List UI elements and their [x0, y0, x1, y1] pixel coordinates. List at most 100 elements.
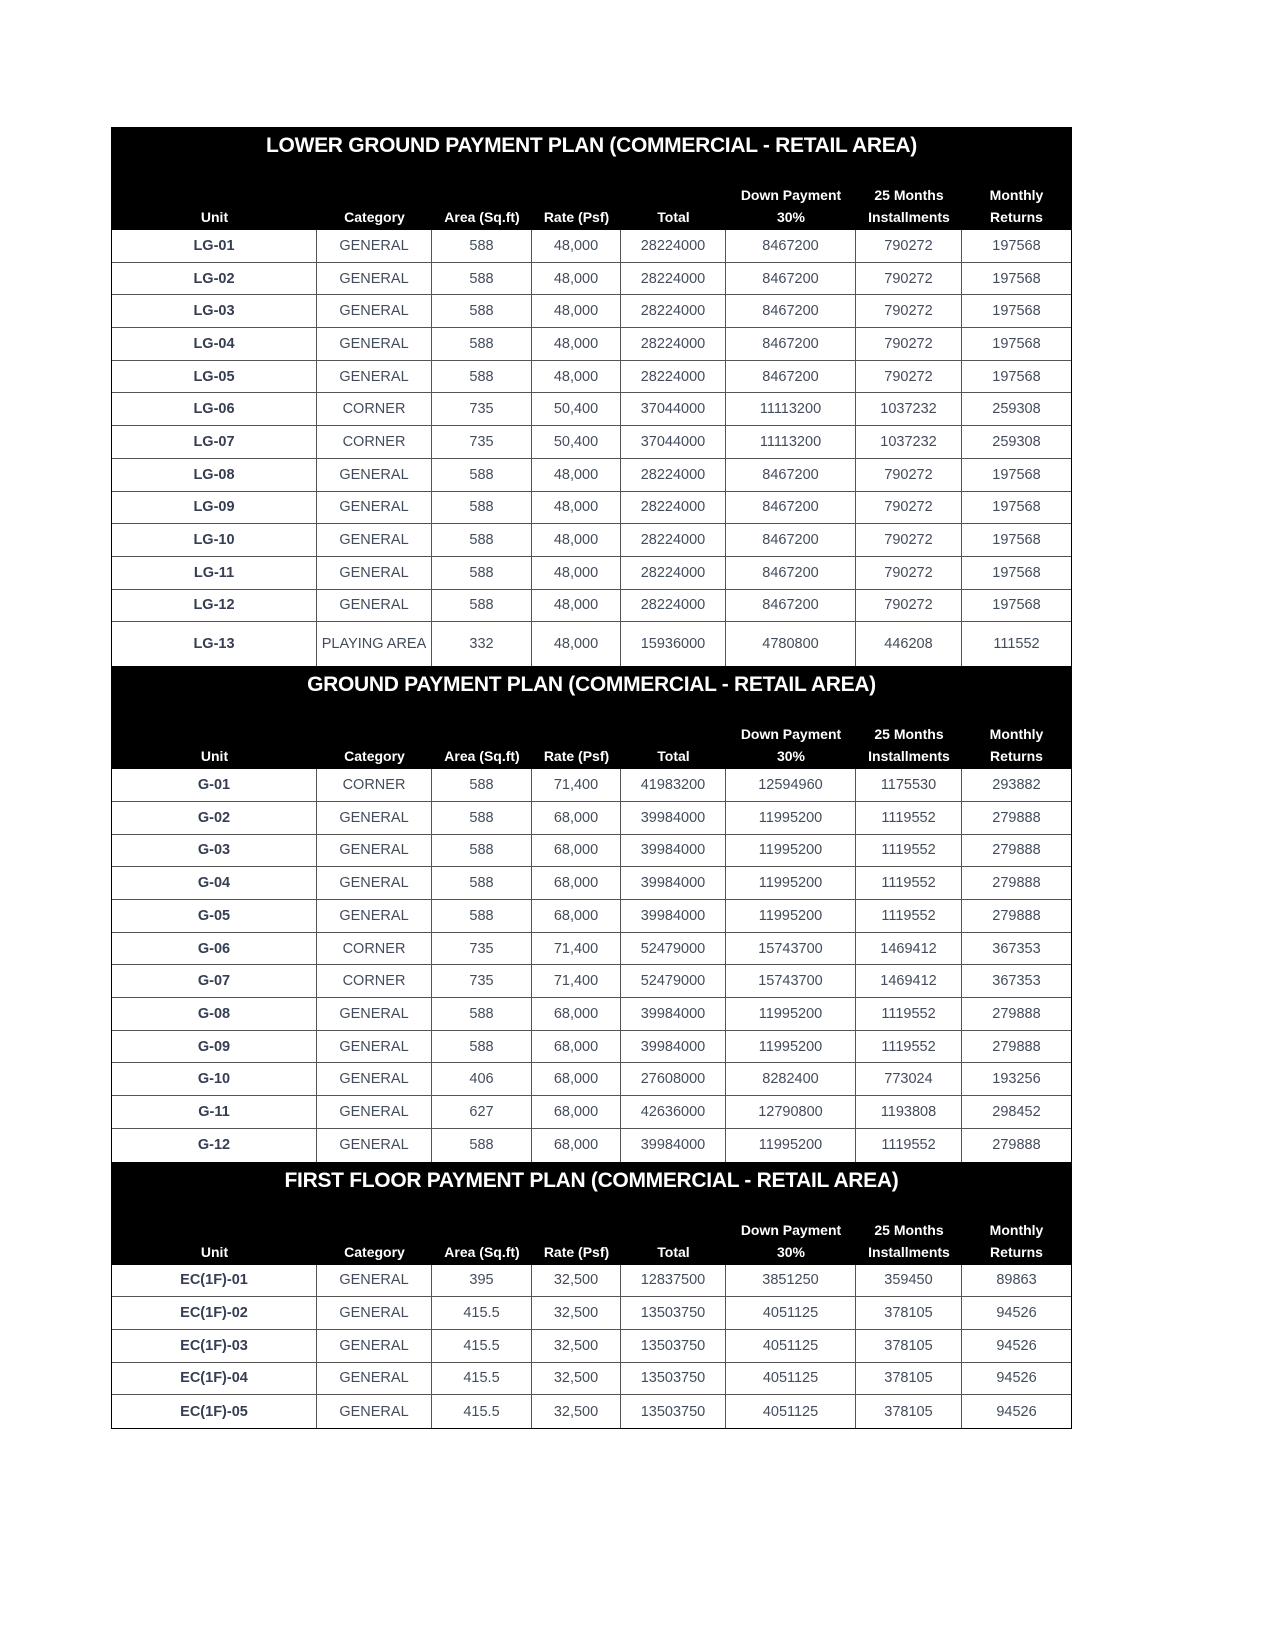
cell-total: 39984000	[621, 867, 726, 899]
section-title: FIRST FLOOR PAYMENT PLAN (COMMERCIAL - R…	[284, 1168, 899, 1192]
cell-rate: 68,000	[532, 1128, 621, 1162]
cell-unit: LG-12	[112, 589, 317, 622]
table-row: LG-01 GENERAL 588 48,000 28224000 8467200 7902…	[112, 230, 1071, 263]
cell-rate: 68,000	[532, 1063, 621, 1096]
table-body: LG-01 GENERAL 588 48,000 28224000 8467200 7902…	[112, 230, 1071, 667]
cell-down-payment: 8467200	[726, 328, 856, 360]
cell-unit: EC(1F)-04	[112, 1362, 317, 1395]
table-row: LG-10 GENERAL 588 48,000 28224000 8467200 7902…	[112, 524, 1071, 557]
cell-category: CORNER	[317, 393, 432, 426]
table-body: EC(1F)-01 GENERAL 395 32,500 12837500 3851250…	[112, 1264, 1071, 1428]
cell-total: 39984000	[621, 900, 726, 932]
cell-unit: EC(1F)-02	[112, 1297, 317, 1329]
table-row: EC(1F)-01 GENERAL 395 32,500 12837500 3851250…	[112, 1264, 1071, 1298]
cell-unit: LG-01	[112, 230, 317, 262]
cell-monthly-returns: 279888	[992, 1038, 1041, 1055]
cell-rate: 48,000	[532, 491, 621, 524]
cell-unit: LG-04	[112, 328, 317, 360]
cell-area: 588	[432, 230, 532, 262]
cell-down-payment: 11995200	[726, 900, 856, 932]
cell-down-payment: 8467200	[726, 491, 856, 524]
cell-category: GENERAL	[317, 1329, 432, 1362]
cell-area: 415.5	[432, 1395, 532, 1428]
cell-category: GENERAL	[317, 1128, 432, 1162]
cell-installments: 790272	[856, 491, 962, 524]
cell-area: 588	[432, 1030, 532, 1063]
cell-rate: 48,000	[532, 295, 621, 328]
cell-unit: G-09	[112, 1030, 317, 1063]
cell-monthly-returns: 293882	[992, 777, 1041, 794]
cell-unit: LG-06	[112, 393, 317, 426]
cell-unit: LG-07	[112, 426, 317, 458]
cell-area: 588	[432, 900, 532, 932]
cell-installments: 378105	[856, 1329, 962, 1362]
table-row: G-02 GENERAL 588 68,000 39984000 11995200 1119…	[112, 801, 1071, 835]
cell-category: GENERAL	[317, 900, 432, 932]
cell-area: 588	[432, 458, 532, 491]
cell-total: 42636000	[621, 1096, 726, 1128]
cell-installments: 790272	[856, 295, 962, 328]
cell-installments: 790272	[856, 328, 962, 360]
cell-installments: 378105	[856, 1297, 962, 1329]
cell-area: 588	[432, 360, 532, 393]
cell-category: CORNER	[317, 965, 432, 998]
cell-installments: 378105	[856, 1362, 962, 1395]
cell-installments: 773024	[856, 1063, 962, 1096]
cell-unit: G-01	[112, 769, 317, 801]
column-header-rate: Rate (Psf)	[543, 1243, 610, 1260]
cell-installments: 1119552	[856, 900, 962, 932]
table-row: LG-03 GENERAL 588 48,000 28224000 8467200 7902…	[112, 295, 1071, 329]
cell-category: GENERAL	[317, 1362, 432, 1395]
cell-category: GENERAL	[317, 524, 432, 556]
table-row: EC(1F)-03 GENERAL 415.5 32,500 13503750 40511…	[112, 1329, 1071, 1363]
cell-installments: 1119552	[856, 1128, 962, 1162]
table-row: LG-13 PLAYING AREA 332 48,000 15936000 478080…	[112, 622, 1071, 667]
column-header-unit: Unit	[200, 1243, 229, 1260]
cell-down-payment: 11995200	[726, 1128, 856, 1162]
cell-down-payment: 15743700	[726, 965, 856, 998]
table-row: EC(1F)-05 GENERAL 415.5 32,500 13503750 40511…	[112, 1395, 1071, 1428]
column-header-category: Category	[344, 748, 405, 765]
cell-rate: 71,400	[532, 932, 621, 965]
column-header-rate: Rate (Psf)	[543, 748, 610, 765]
cell-unit: G-10	[112, 1063, 317, 1096]
cell-rate: 50,400	[532, 426, 621, 458]
cell-category: GENERAL	[317, 834, 432, 867]
cell-total: 41983200	[621, 769, 726, 801]
cell-rate: 68,000	[532, 1096, 621, 1128]
cell-unit: LG-03	[112, 295, 317, 328]
cell-installments: 1175530	[856, 769, 962, 801]
section-title: GROUND PAYMENT PLAN (COMMERCIAL - RETAIL…	[307, 673, 876, 697]
cell-monthly-returns: 197568	[992, 564, 1041, 581]
column-header-monthly-returns: Monthly Returns	[989, 187, 1044, 225]
cell-category: GENERAL	[317, 262, 432, 295]
cell-down-payment: 3851250	[726, 1264, 856, 1297]
cell-area: 588	[432, 834, 532, 867]
cell-unit: LG-08	[112, 458, 317, 491]
cell-monthly-returns: 197568	[992, 597, 1041, 614]
cell-area: 588	[432, 524, 532, 556]
table-row: G-09 GENERAL 588 68,000 39984000 11995200 1119…	[112, 1030, 1071, 1064]
cell-monthly-returns: 279888	[992, 842, 1041, 859]
cell-area: 627	[432, 1096, 532, 1128]
cell-rate: 50,400	[532, 393, 621, 426]
cell-installments: 1469412	[856, 932, 962, 965]
cell-area: 395	[432, 1264, 532, 1297]
column-header-down-payment: Down Payment 30%	[740, 187, 842, 225]
cell-area: 415.5	[432, 1297, 532, 1329]
cell-category: GENERAL	[317, 1030, 432, 1063]
cell-monthly-returns: 279888	[992, 1005, 1041, 1022]
cell-monthly-returns: 197568	[992, 270, 1041, 287]
cell-area: 588	[432, 491, 532, 524]
cell-down-payment: 12594960	[726, 769, 856, 801]
cell-total: 28224000	[621, 556, 726, 589]
cell-category: GENERAL	[317, 328, 432, 360]
cell-area: 588	[432, 769, 532, 801]
column-header-installments: 25 Months Installments	[868, 726, 950, 765]
cell-installments: 790272	[856, 230, 962, 262]
cell-down-payment: 11113200	[726, 426, 856, 458]
cell-down-payment: 4780800	[726, 622, 856, 667]
cell-monthly-returns: 197568	[992, 368, 1041, 385]
cell-category: GENERAL	[317, 295, 432, 328]
column-header-down-payment: Down Payment 30%	[740, 726, 842, 765]
